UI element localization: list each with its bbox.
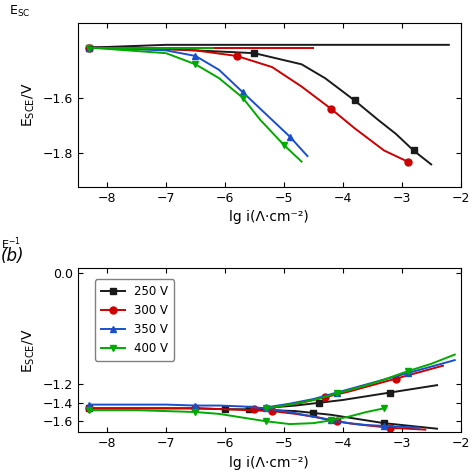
Text: $\mathregular{E^{-1}}$: $\mathregular{E^{-1}}$ [1, 236, 21, 252]
Legend: 250 V, 300 V, 350 V, 400 V: 250 V, 300 V, 350 V, 400 V [95, 279, 174, 361]
X-axis label: lg i(Λ·cm⁻²): lg i(Λ·cm⁻²) [229, 210, 309, 224]
X-axis label: lg i(Λ·cm⁻²): lg i(Λ·cm⁻²) [229, 456, 309, 470]
Text: $\mathregular{E_{SC}}$: $\mathregular{E_{SC}}$ [9, 4, 30, 19]
Y-axis label: $\mathregular{E_{SCE}}$/V: $\mathregular{E_{SCE}}$/V [20, 328, 37, 373]
Text: (b): (b) [1, 247, 25, 265]
Y-axis label: $\mathregular{E_{SCE}}$/V: $\mathregular{E_{SCE}}$/V [20, 82, 37, 127]
